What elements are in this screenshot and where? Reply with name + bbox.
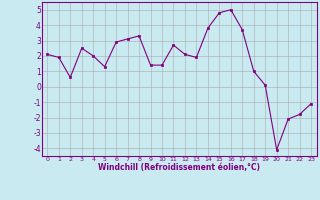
X-axis label: Windchill (Refroidissement éolien,°C): Windchill (Refroidissement éolien,°C) xyxy=(98,163,260,172)
